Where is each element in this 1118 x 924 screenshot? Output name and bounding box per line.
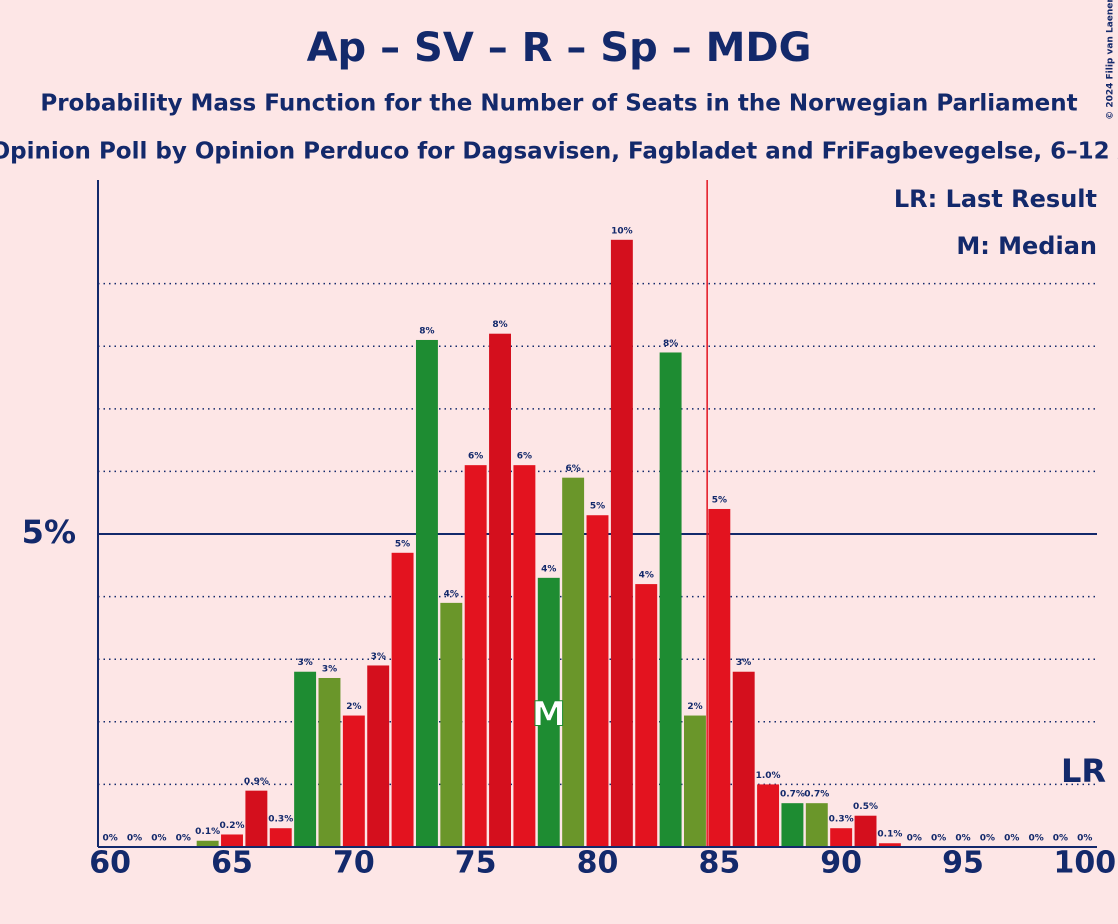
value-label: 6%: [565, 464, 580, 474]
x-tick-label: 85: [698, 846, 740, 881]
bar: [830, 828, 853, 847]
value-label: 0.7%: [780, 790, 805, 800]
value-label: 3%: [297, 658, 312, 668]
value-label: 3%: [322, 664, 337, 674]
chart-title: Ap – SV – R – Sp – MDG: [307, 25, 812, 71]
bar: [245, 790, 268, 847]
value-label: 0.5%: [853, 802, 878, 812]
bar: [805, 803, 828, 847]
legend-entry: M: Median: [956, 232, 1097, 260]
bar: [781, 803, 804, 847]
value-label: 0%: [176, 834, 191, 844]
bar: [659, 352, 682, 847]
value-label: 5%: [590, 502, 605, 512]
bar: [537, 577, 560, 847]
x-tick-label: 65: [211, 846, 253, 881]
value-label: 0%: [151, 834, 166, 844]
bar: [732, 671, 755, 847]
median-marker: M: [532, 695, 566, 735]
subtitle: Probability Mass Function for the Number…: [40, 91, 1077, 117]
value-label: 0%: [980, 834, 995, 844]
value-label: 0%: [955, 834, 970, 844]
bar: [757, 784, 780, 847]
bar: [635, 584, 658, 847]
bar: [586, 515, 609, 847]
value-label: 0.2%: [220, 821, 245, 831]
value-label: 0.1%: [877, 830, 902, 840]
value-label: 0.3%: [268, 815, 293, 825]
value-label: 4%: [541, 564, 556, 574]
value-label: 3%: [371, 652, 386, 662]
value-label: 0%: [127, 834, 142, 844]
value-label: 2%: [687, 702, 702, 712]
bar: [391, 552, 414, 847]
value-label: 0.3%: [829, 815, 854, 825]
bar: [440, 602, 463, 847]
legend-entry: LR: Last Result: [894, 185, 1097, 213]
value-label: 0%: [1004, 834, 1019, 844]
bar: [683, 715, 706, 847]
bar: [415, 339, 438, 847]
value-label: 0.9%: [244, 777, 269, 787]
x-tick-label: 90: [820, 846, 862, 881]
x-tick-label: 80: [577, 846, 619, 881]
value-label: 4%: [639, 571, 654, 581]
x-tick-label: 60: [89, 846, 131, 881]
bar: [708, 508, 731, 847]
bar: [513, 465, 536, 847]
x-tick-label: 95: [942, 846, 984, 881]
bar: [464, 465, 487, 847]
bar: [294, 671, 317, 847]
bar: [318, 677, 341, 847]
x-tick-label: 70: [333, 846, 375, 881]
value-label: 2%: [346, 702, 361, 712]
value-label: 0%: [1028, 834, 1043, 844]
value-label: 0.7%: [804, 790, 829, 800]
bar: [221, 834, 243, 847]
value-label: 5%: [395, 539, 410, 549]
bar: [878, 843, 901, 847]
value-label: 0%: [1077, 834, 1092, 844]
value-label: 10%: [611, 226, 633, 236]
bar: [342, 715, 365, 847]
bar: [269, 828, 292, 847]
value-label: 8%: [663, 339, 678, 349]
value-label: 0%: [103, 834, 118, 844]
copyright: © 2024 Filip van Laenen: [1106, 0, 1116, 120]
value-label: 6%: [468, 452, 483, 462]
value-label: 0%: [907, 834, 922, 844]
bar: [489, 333, 512, 847]
value-label: 0%: [1053, 834, 1068, 844]
value-label: 6%: [517, 452, 532, 462]
value-label: 4%: [444, 589, 459, 599]
bar: [854, 815, 877, 847]
value-label: 5%: [712, 495, 727, 505]
bar: [562, 477, 585, 847]
value-label: 8%: [492, 320, 507, 330]
bar: [610, 239, 633, 847]
value-label: 0.1%: [195, 827, 220, 837]
bar: [367, 665, 390, 847]
subtitle: n Opinion Poll by Opinion Perduco for Da…: [0, 139, 1118, 165]
bar: [196, 840, 219, 847]
x-tick-label: 75: [455, 846, 497, 881]
value-label: 1.0%: [756, 771, 781, 781]
value-label: 0%: [931, 834, 946, 844]
y-tick-label: 5%: [22, 513, 76, 551]
x-tick-label: 100: [1054, 846, 1117, 881]
value-label: 8%: [419, 326, 434, 336]
value-label: 3%: [736, 658, 751, 668]
last-result-label: LR: [1061, 752, 1106, 790]
